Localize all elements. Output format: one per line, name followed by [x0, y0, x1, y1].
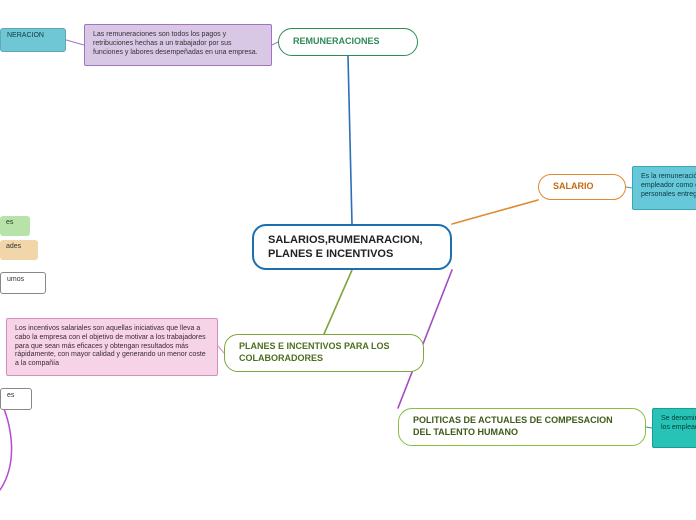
branch-planes[interactable]: PLANES E INCENTIVOS PARA LOS COLABORADOR…: [224, 334, 424, 372]
branch-politicas[interactable]: POLITICAS DE ACTUALES DE COMPESACION DEL…: [398, 408, 646, 446]
center-node[interactable]: SALARIOS,RUMENARACION, PLANES E INCENTIV…: [252, 224, 452, 270]
left-chip-1: ades: [0, 240, 38, 260]
left-chip-2: umos: [0, 272, 46, 294]
chip-remuneraciones: NERACION: [0, 28, 66, 52]
left-chip-3: es: [0, 388, 32, 410]
note-remuneraciones: Las remuneraciones son todos los pagos y…: [84, 24, 272, 66]
left-chip-0: es: [0, 216, 30, 236]
branch-salario[interactable]: SALARIO: [538, 174, 626, 200]
note-politicas: Se denomina compensación los extras que …: [652, 408, 696, 448]
branch-remuneraciones[interactable]: REMUNERACIONES: [278, 28, 418, 56]
note-planes: Los incentivos salariales son aquellas i…: [6, 318, 218, 376]
note-salario: Es la remuneración que recibe el trabaja…: [632, 166, 696, 210]
